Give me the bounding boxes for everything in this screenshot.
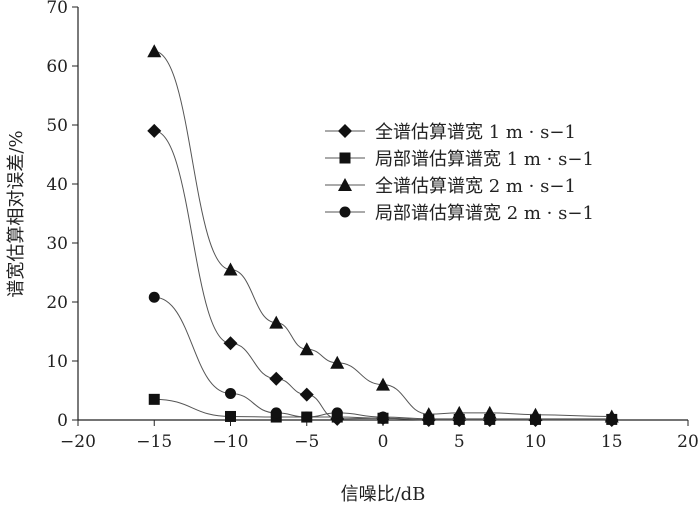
y-tick-label: 50: [46, 116, 68, 136]
data-point-circle: [148, 291, 160, 303]
x-tick-label: 20: [677, 432, 699, 452]
data-point-circle: [453, 413, 465, 425]
x-axis-label: 信噪比/dB: [341, 484, 426, 505]
data-point-triangle: [223, 262, 238, 276]
y-tick-label: 10: [46, 352, 68, 372]
series-line-3: [154, 296, 612, 420]
legend-marker-triangle: [338, 178, 352, 191]
data-point-circle: [423, 413, 435, 425]
data-point-circle: [331, 407, 343, 419]
y-tick-label: 40: [46, 175, 68, 195]
data-point-circle: [377, 411, 389, 423]
legend-label: 全谱估算谱宽 2 m · s−1: [375, 176, 576, 197]
data-point-circle: [606, 413, 618, 425]
data-point-diamond: [299, 387, 314, 402]
x-tick-label: 10: [525, 432, 547, 452]
data-point-circle: [484, 413, 496, 425]
data-point-circle: [530, 413, 541, 425]
legend-marker-circle: [339, 206, 351, 218]
data-point-triangle: [147, 44, 162, 58]
x-tick-label: −10: [213, 432, 249, 452]
data-point-circle: [225, 387, 236, 399]
y-tick-label: 0: [57, 411, 68, 431]
data-point-square: [148, 393, 160, 405]
data-point-circle: [270, 407, 282, 419]
y-tick-label: 20: [46, 293, 68, 313]
data-point-triangle: [299, 342, 314, 356]
legend-marker-diamond: [338, 124, 352, 138]
data-point-triangle: [269, 315, 284, 329]
data-point-triangle: [330, 355, 345, 369]
data-point-diamond: [147, 123, 162, 138]
data-point-triangle: [376, 377, 390, 391]
series-line-2: [154, 50, 612, 417]
data-point-circle: [301, 411, 313, 423]
legend-label: 局部谱估算谱宽 1 m · s−1: [375, 149, 594, 170]
data-point-square: [225, 410, 236, 422]
y-tick-label: 60: [46, 57, 68, 77]
data-point-diamond: [269, 371, 284, 386]
x-tick-label: 15: [601, 432, 623, 452]
x-tick-label: −20: [60, 432, 96, 452]
x-tick-label: 0: [378, 432, 389, 452]
data-point-diamond: [223, 336, 238, 351]
series-line-0: [154, 130, 612, 421]
y-axis-label: 谱宽估算相对误差/%: [6, 130, 27, 297]
y-tick-label: 30: [46, 234, 68, 254]
legend-label: 局部谱估算谱宽 2 m · s−1: [375, 203, 594, 224]
legend-label: 全谱估算谱宽 1 m · s−1: [375, 122, 576, 143]
x-tick-label: −5: [294, 432, 319, 452]
legend-marker-square: [339, 152, 351, 164]
x-tick-label: −15: [136, 432, 172, 452]
x-tick-label: 5: [454, 432, 465, 452]
y-tick-label: 70: [46, 0, 68, 18]
